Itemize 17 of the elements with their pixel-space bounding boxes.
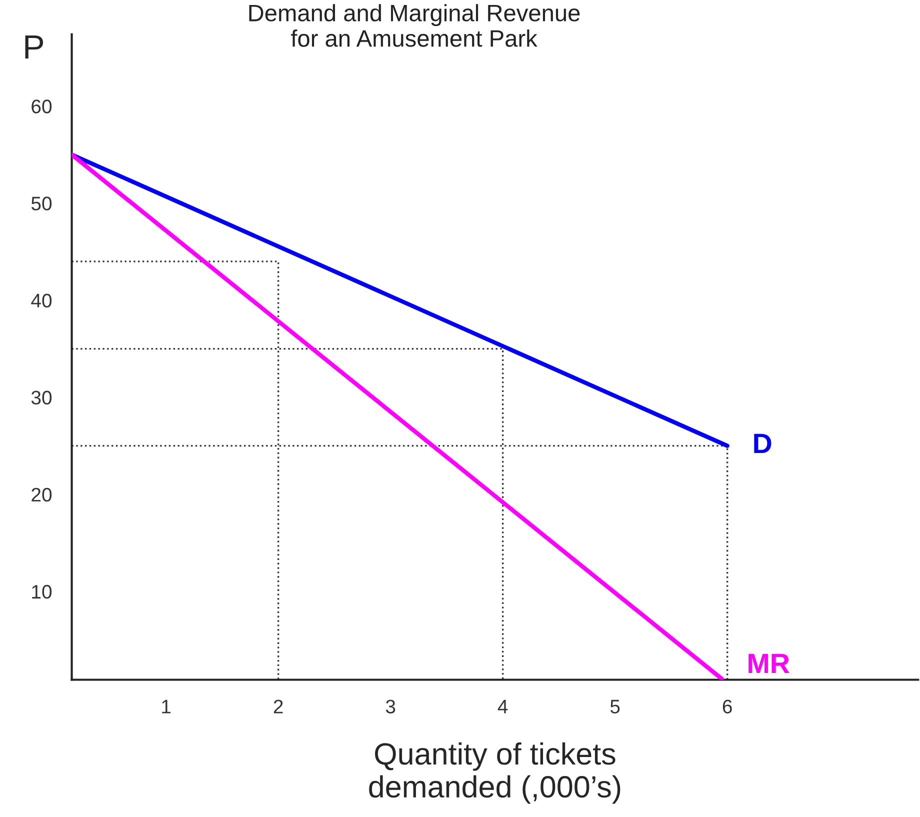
y-tick-label: 10 <box>32 584 52 599</box>
y-tick-label: 30 <box>31 390 52 405</box>
x-axis-title: Quantity of tickets demanded (,000’s) <box>369 742 620 804</box>
series-label: MR <box>748 654 790 674</box>
y-tick-label: 50 <box>31 196 52 210</box>
x-tick-label: 1 <box>162 700 171 714</box>
series-label: D <box>754 434 772 454</box>
y-axis-title: P <box>25 36 44 58</box>
x-tick-label: 6 <box>722 700 732 714</box>
y-tick-label: 40 <box>31 294 52 308</box>
y-tick-label: 20 <box>32 488 52 502</box>
x-tick-label: 3 <box>386 700 396 714</box>
y-tick-label: 60 <box>32 100 52 114</box>
x-tick-label: 4 <box>498 700 508 714</box>
x-tick-label: 2 <box>274 700 283 714</box>
x-tick-label: 5 <box>610 700 620 714</box>
chart-title: Demand and Marginal Revenue for an Amusement Park <box>249 4 580 47</box>
